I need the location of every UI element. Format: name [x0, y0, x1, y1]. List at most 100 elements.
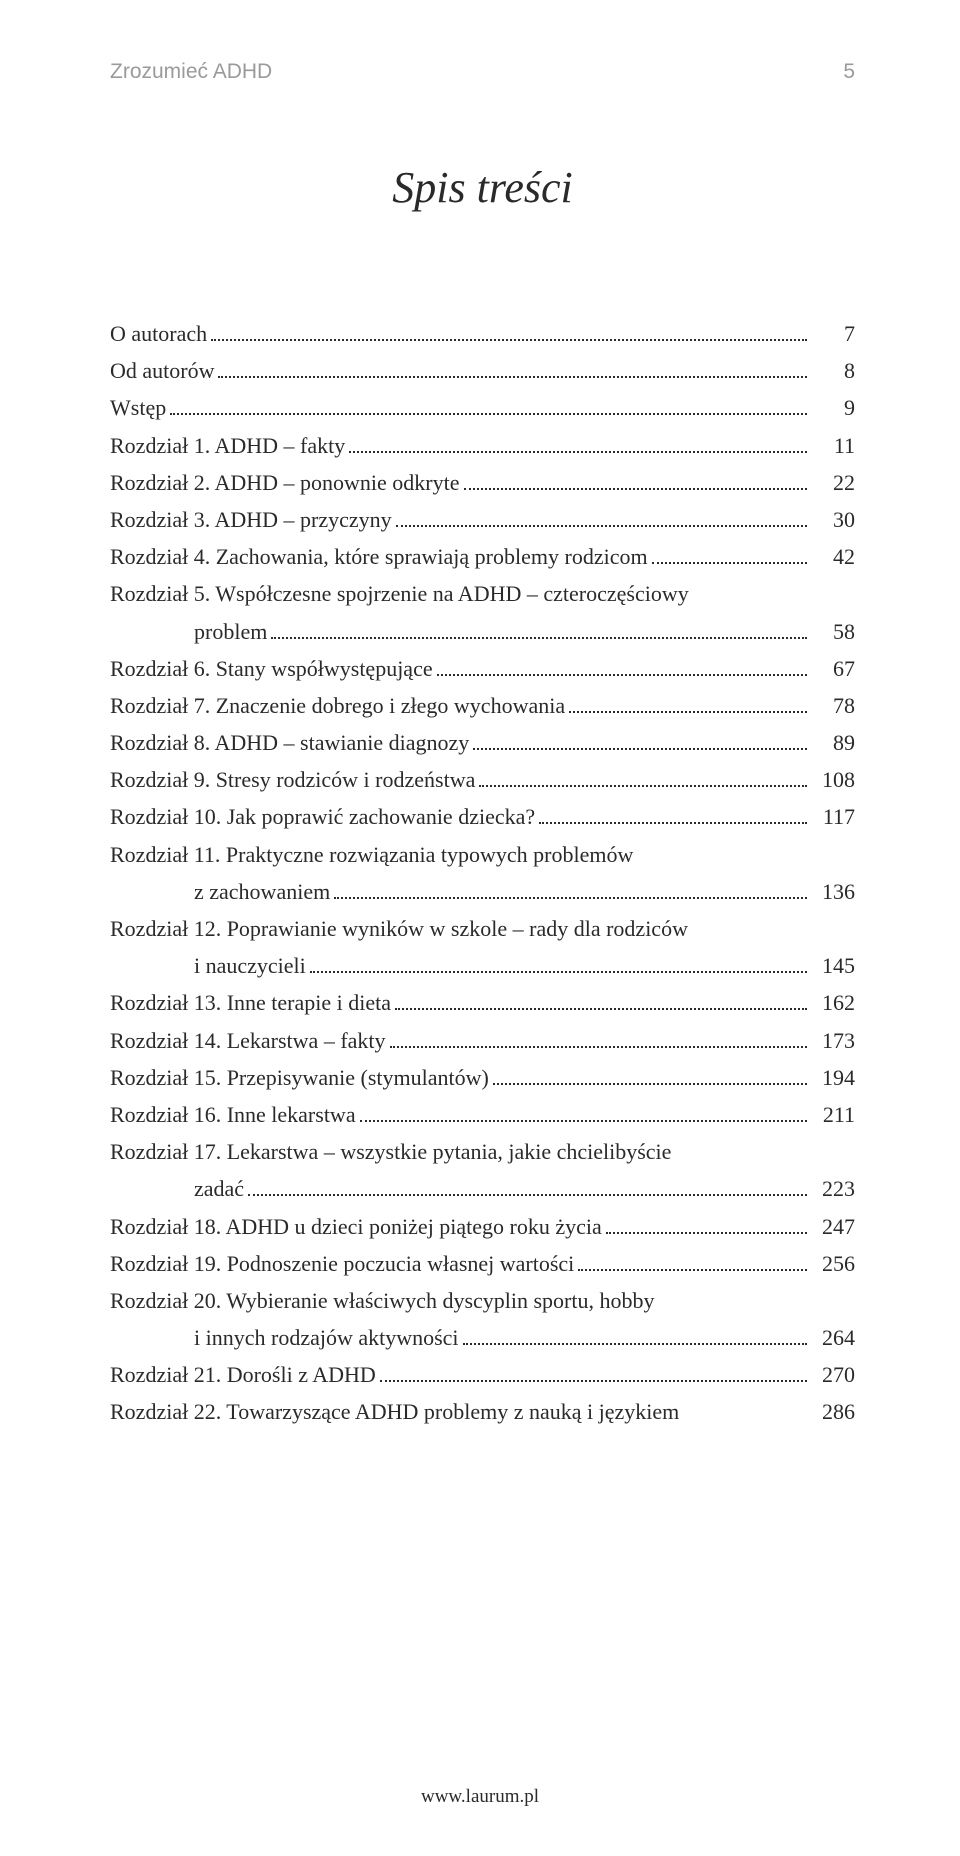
toc-entry: Rozdział 3. ADHD – przyczyny 30	[110, 509, 855, 531]
toc-entry-continuation: zadać	[110, 1178, 244, 1200]
toc-entry: Rozdział 4. Zachowania, które sprawiają …	[110, 546, 855, 568]
page-number: 5	[843, 60, 855, 84]
toc-entry-line2: zadać 223	[110, 1178, 855, 1200]
toc-entry-continuation: z zachowaniem	[110, 881, 330, 903]
toc-entry-label: Rozdział 3. ADHD – przyczyny	[110, 509, 392, 531]
toc-entry: Rozdział 19. Podnoszenie poczucia własne…	[110, 1253, 855, 1275]
toc-entry-label: Rozdział 20. Wybieranie właściwych dyscy…	[110, 1288, 655, 1313]
toc-entry-label: Rozdział 18. ADHD u dzieci poniżej piąte…	[110, 1216, 602, 1238]
toc-entry: Od autorów 8	[110, 360, 855, 382]
running-head-wrap: Zrozumieć ADHD 5	[110, 60, 855, 84]
toc-entry-page: 42	[811, 546, 855, 568]
toc-entry: Rozdział 16. Inne lekarstwa 211	[110, 1104, 855, 1126]
toc-entry-label: Rozdział 12. Poprawianie wyników w szkol…	[110, 916, 688, 941]
toc-entry: Rozdział 18. ADHD u dzieci poniżej piąte…	[110, 1216, 855, 1238]
toc-entry-label: Rozdział 17. Lekarstwa – wszystkie pytan…	[110, 1139, 671, 1164]
toc-entry-page: 9	[811, 397, 855, 419]
toc-entry-line1: Rozdział 11. Praktyczne rozwiązania typo…	[110, 844, 855, 866]
toc-entry-page: 264	[811, 1327, 855, 1349]
toc-entry-label: Rozdział 4. Zachowania, które sprawiają …	[110, 546, 648, 568]
toc-leader-dots	[479, 785, 807, 787]
toc-entry: Rozdział 1. ADHD – fakty 11	[110, 435, 855, 457]
toc-entry: Rozdział 2. ADHD – ponownie odkryte 22	[110, 472, 855, 494]
toc-entry-line2: z zachowaniem 136	[110, 881, 855, 903]
toc-leader-dots	[334, 897, 807, 899]
toc-entry-page: 145	[811, 955, 855, 977]
toc-entry: Rozdział 10. Jak poprawić zachowanie dzi…	[110, 806, 855, 828]
toc-leader-dots	[218, 376, 807, 378]
toc-leader-dots	[248, 1194, 807, 1196]
toc-leader-dots	[395, 1008, 807, 1010]
toc-entry-page: 89	[811, 732, 855, 754]
toc-entry: Rozdział 8. ADHD – stawianie diagnozy 89	[110, 732, 855, 754]
toc-entry-page: 11	[811, 435, 855, 457]
toc-entry-label: Rozdział 9. Stresy rodziców i rodzeństwa	[110, 769, 475, 791]
toc-entry-label: Rozdział 15. Przepisywanie (stymulantów)	[110, 1067, 489, 1089]
toc-entry-page: 223	[811, 1178, 855, 1200]
toc-entry-line1: Rozdział 17. Lekarstwa – wszystkie pytan…	[110, 1141, 855, 1163]
toc-entry: Rozdział 7. Znaczenie dobrego i złego wy…	[110, 695, 855, 717]
toc-entry-page: 58	[811, 621, 855, 643]
page: Zrozumieć ADHD 5 Spis treści O autorach 7…	[0, 0, 960, 1479]
toc-entry-label: O autorach	[110, 323, 207, 345]
toc-leader-dots	[396, 525, 807, 527]
toc-leader-dots	[390, 1046, 807, 1048]
toc-entry-page: 67	[811, 658, 855, 680]
toc-leader-dots	[211, 339, 807, 341]
toc-entry-label: Rozdział 19. Podnoszenie poczucia własne…	[110, 1253, 574, 1275]
toc-entry-page: 270	[811, 1364, 855, 1386]
toc-title: Spis treści	[110, 162, 855, 213]
toc-leader-dots	[349, 451, 807, 453]
toc-entry-page: 117	[811, 806, 855, 828]
toc-leader-dots	[437, 674, 807, 676]
footer-url: www.laurum.pl	[0, 1786, 960, 1808]
toc-entry-page: 247	[811, 1216, 855, 1238]
toc-entry-label: Rozdział 22. Towarzyszące ADHD problemy …	[110, 1401, 679, 1423]
toc-entry-label: Rozdział 6. Stany współwystępujące	[110, 658, 433, 680]
toc-entry-page: 194	[811, 1067, 855, 1089]
toc-entry-page: 162	[811, 992, 855, 1014]
toc-entry: Rozdział 21. Dorośli z ADHD270	[110, 1364, 855, 1386]
toc-entry-page: 211	[811, 1104, 855, 1126]
toc-entry: Rozdział 22. Towarzyszące ADHD problemy …	[110, 1401, 855, 1423]
toc-entry-page: 108	[811, 769, 855, 791]
toc-entry-label: Rozdział 8. ADHD – stawianie diagnozy	[110, 732, 469, 754]
toc-entry-line1: Rozdział 5. Współczesne spojrzenie na AD…	[110, 583, 855, 605]
toc-entry-page: 30	[811, 509, 855, 531]
running-head: Zrozumieć ADHD	[110, 60, 272, 84]
toc-leader-dots	[463, 1343, 807, 1345]
toc-leader-dots	[360, 1120, 807, 1122]
toc-leader-dots	[473, 748, 807, 750]
toc-entry-page: 78	[811, 695, 855, 717]
toc-leader-dots	[170, 413, 807, 415]
toc-entry-label: Rozdział 14. Lekarstwa – fakty	[110, 1030, 386, 1052]
toc-leader-dots	[578, 1269, 807, 1271]
table-of-contents: O autorach 7 Od autorów 8 Wstęp9 Rozdział 1. …	[110, 323, 855, 1423]
toc-entry-label: Rozdział 1. ADHD – fakty	[110, 435, 345, 457]
toc-entry-label: Rozdział 2. ADHD – ponownie odkryte	[110, 472, 460, 494]
toc-entry-label: Rozdział 11. Praktyczne rozwiązania typo…	[110, 842, 633, 867]
toc-entry-label: Rozdział 13. Inne terapie i dieta	[110, 992, 391, 1014]
toc-leader-dots	[380, 1380, 807, 1382]
toc-entry: Rozdział 6. Stany współwystępujące 67	[110, 658, 855, 680]
toc-leader-dots	[652, 562, 807, 564]
toc-entry-page: 8	[811, 360, 855, 382]
toc-entry-page: 136	[811, 881, 855, 903]
toc-entry-continuation: i nauczycieli	[110, 955, 306, 977]
toc-entry-label: Rozdział 16. Inne lekarstwa	[110, 1104, 356, 1126]
toc-entry: Rozdział 13. Inne terapie i dieta 162	[110, 992, 855, 1014]
toc-entry-page: 7	[811, 323, 855, 345]
toc-entry-page: 22	[811, 472, 855, 494]
toc-entry-continuation: i innych rodzajów aktywności	[110, 1327, 459, 1349]
toc-entry: Rozdział 14. Lekarstwa – fakty173	[110, 1030, 855, 1052]
toc-leader-dots	[464, 488, 808, 490]
toc-entry-line1: Rozdział 12. Poprawianie wyników w szkol…	[110, 918, 855, 940]
toc-leader-dots	[539, 822, 807, 824]
toc-entry-label: Rozdział 10. Jak poprawić zachowanie dzi…	[110, 806, 535, 828]
toc-entry-line1: Rozdział 20. Wybieranie właściwych dyscy…	[110, 1290, 855, 1312]
toc-entry-line2: problem58	[110, 621, 855, 643]
toc-entry-label: Od autorów	[110, 360, 214, 382]
toc-entry-page: 256	[811, 1253, 855, 1275]
toc-entry-line2: i innych rodzajów aktywności 264	[110, 1327, 855, 1349]
toc-entry: Wstęp9	[110, 397, 855, 419]
